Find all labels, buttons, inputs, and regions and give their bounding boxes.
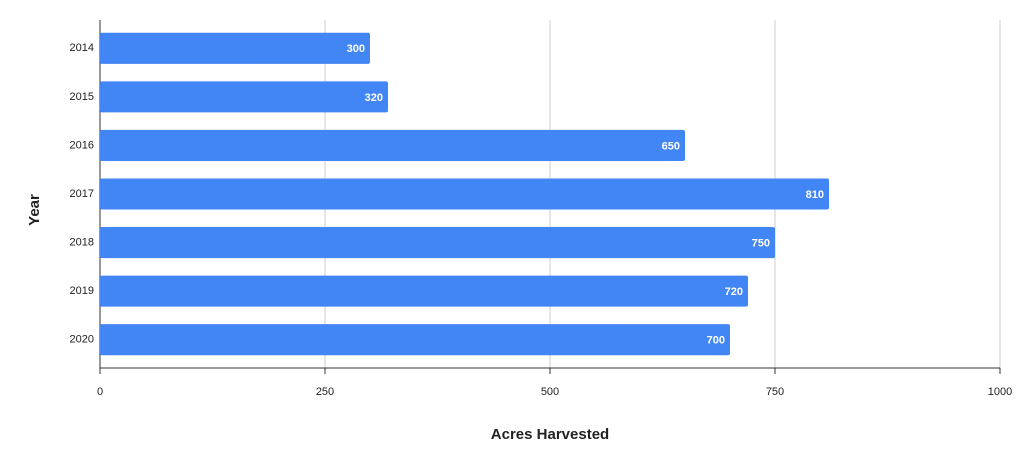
value-label: 810 [806,189,824,201]
bar [100,178,829,210]
x-tick-label: 0 [97,386,103,398]
y-tick-label: 2014 [70,42,94,54]
x-tick-label: 1000 [988,386,1012,398]
x-axis-title: Acres Harvested [491,426,609,443]
y-tick-label: 2020 [70,334,94,346]
value-label: 300 [347,43,365,55]
value-label: 720 [725,286,743,298]
y-tick-label: 2015 [70,91,94,103]
value-label: 320 [365,92,383,104]
bar [100,275,748,307]
y-tick-label: 2017 [70,188,94,200]
y-tick-label: 2018 [70,236,94,248]
y-tick-label: 2019 [70,285,94,297]
y-axis-title: Year [26,194,43,226]
bar [100,129,685,161]
y-tick-label: 2016 [70,139,94,151]
bar [100,81,388,113]
bar [100,32,370,64]
bar [100,227,775,259]
x-tick-label: 250 [316,386,334,398]
value-label: 700 [707,335,725,347]
bar [100,324,730,356]
value-label: 750 [752,237,770,249]
value-label: 650 [662,140,680,152]
x-tick-label: 750 [766,386,784,398]
x-tick-label: 500 [541,386,559,398]
